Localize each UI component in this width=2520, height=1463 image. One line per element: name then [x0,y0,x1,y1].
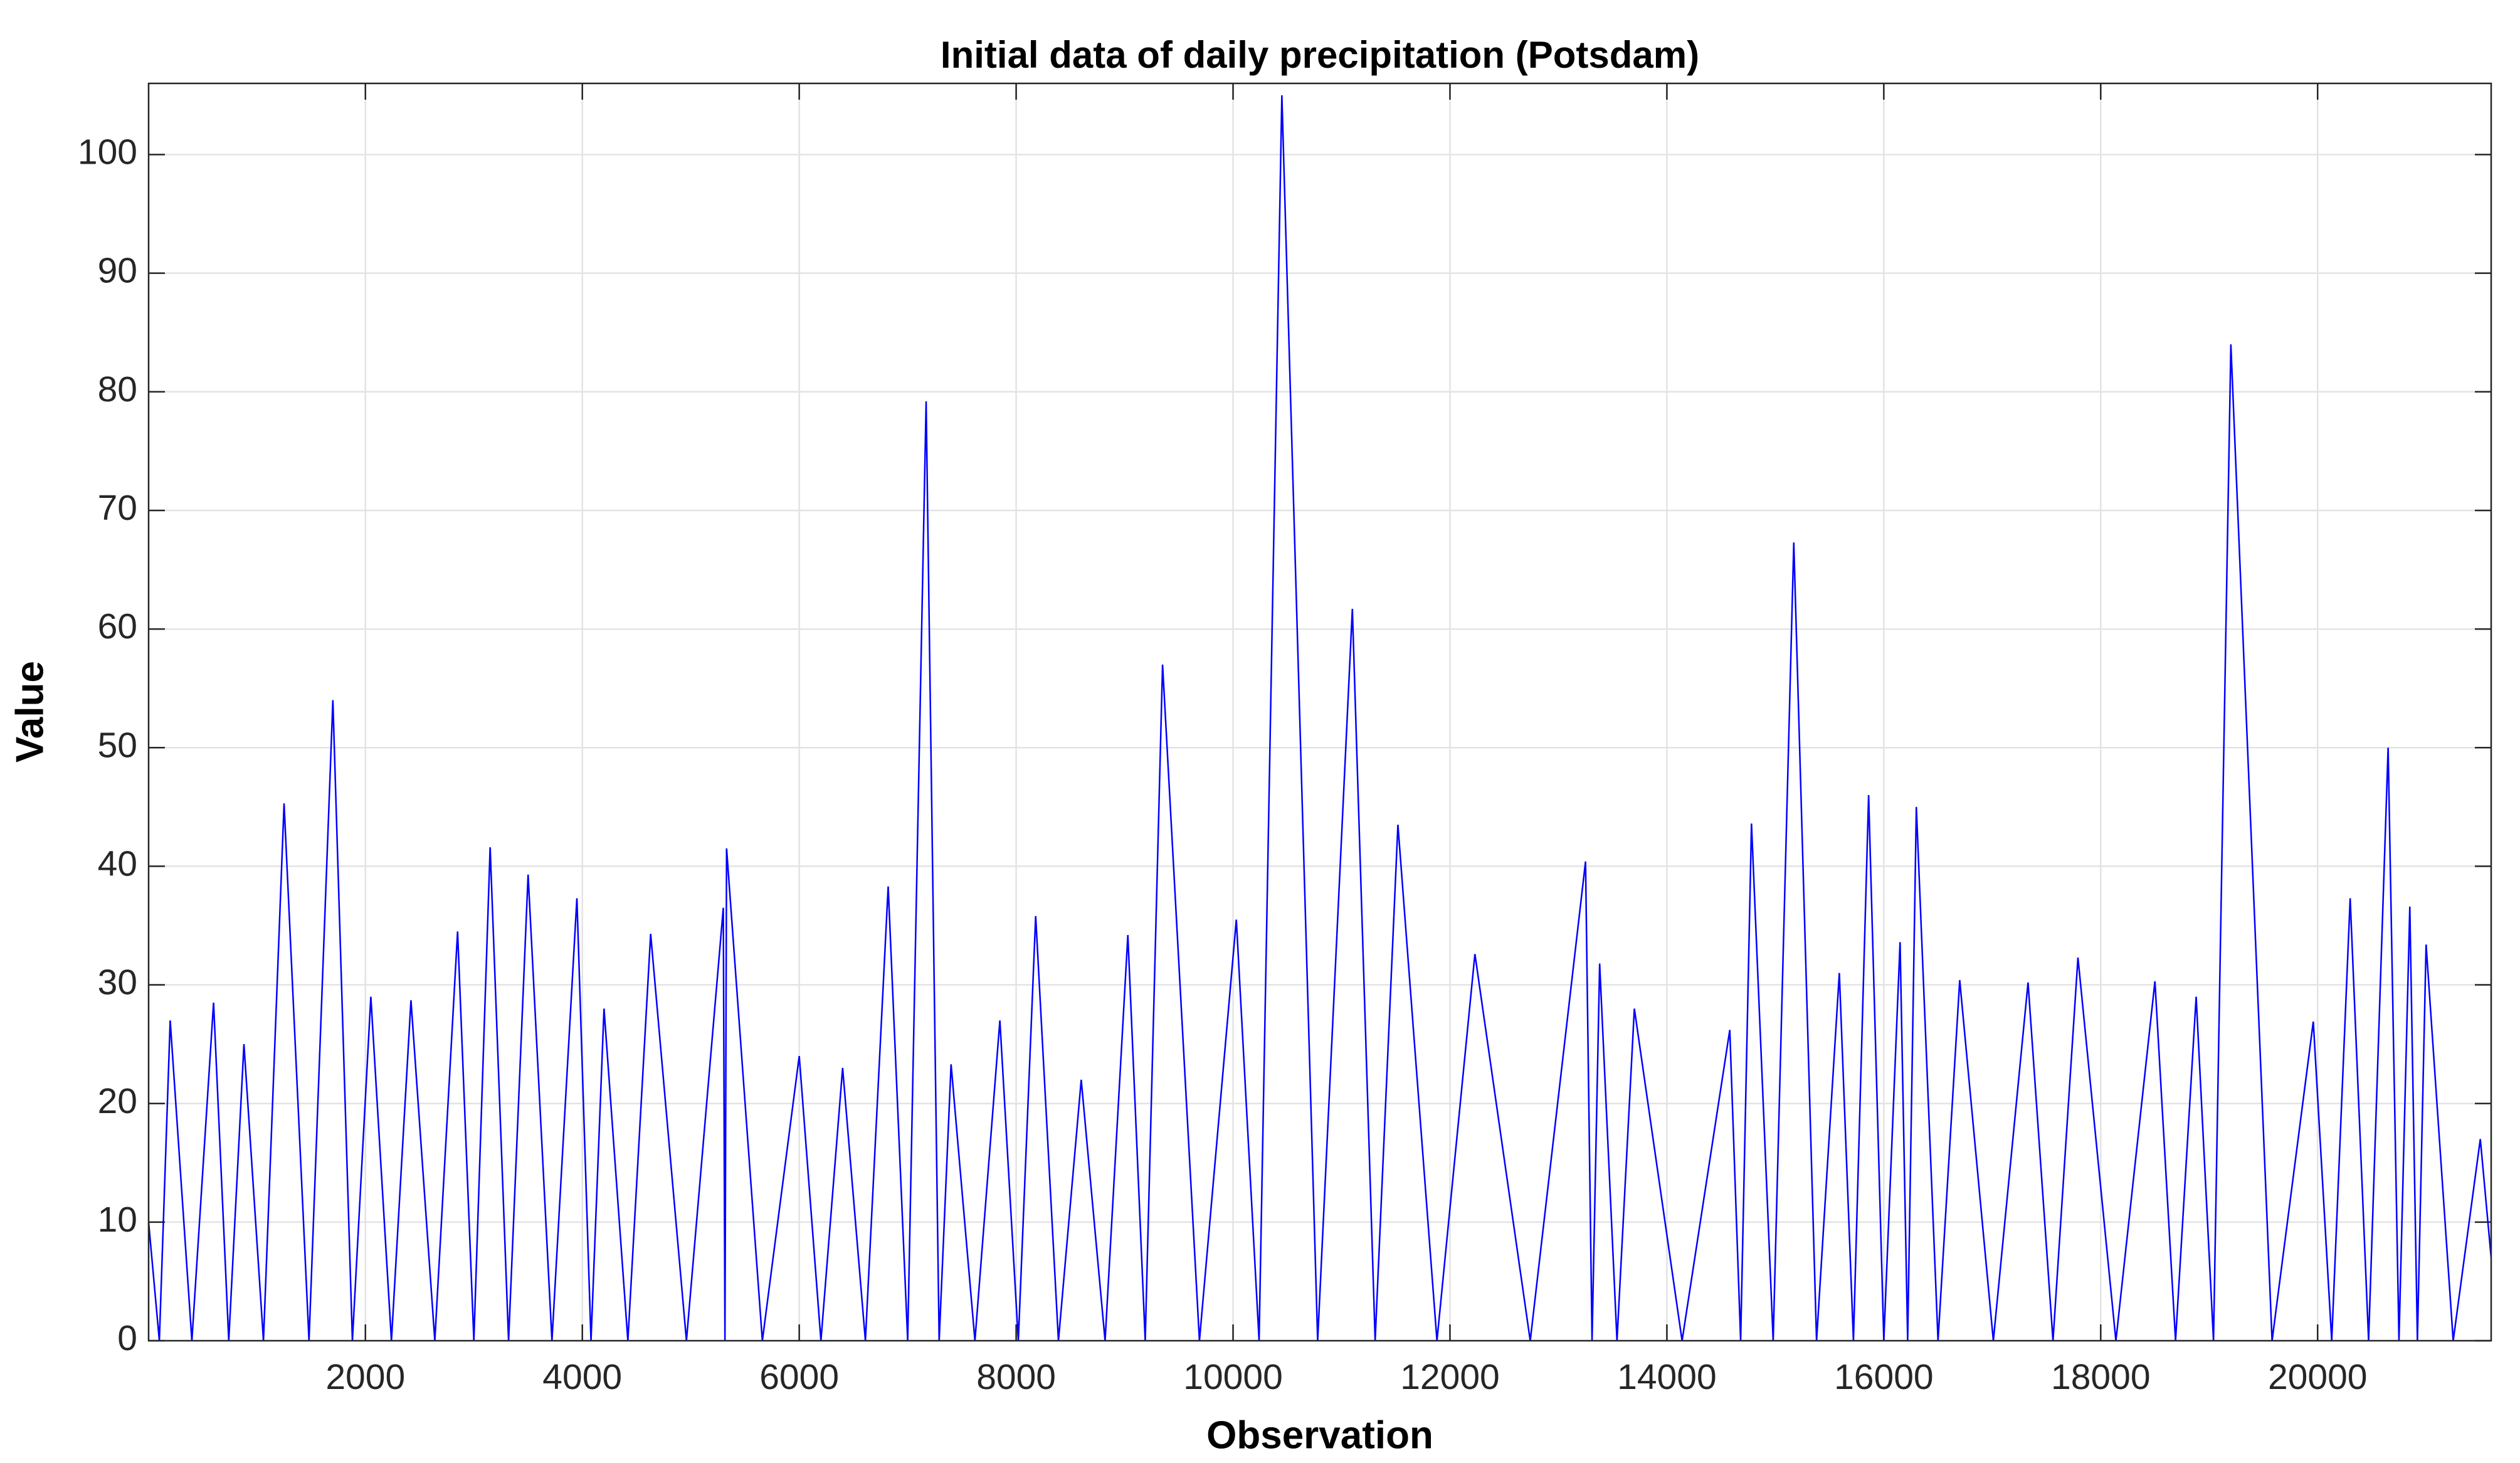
plot-frame [147,82,2492,1342]
x-axis-label: Observation [1206,1413,1433,1457]
y-tick-label: 40 [98,843,137,884]
plot-area [149,83,2491,1341]
y-tick-label: 70 [98,488,137,528]
grid [149,83,2491,1342]
x-tick-label: 6000 [759,1357,839,1397]
y-tick-label: 10 [98,1200,137,1240]
x-tick-label: 8000 [976,1357,1056,1397]
x-tick-label: 10000 [1183,1357,1283,1397]
y-tick-label: 80 [98,369,137,409]
data-line [149,95,2491,1341]
y-tick-label: 0 [117,1318,137,1358]
x-tick-label: 18000 [2051,1357,2151,1397]
x-tick-label: 12000 [1400,1357,1500,1397]
x-tick-label: 4000 [542,1357,622,1397]
x-tick-label: 16000 [1834,1357,1934,1397]
y-axis-label: Value [8,661,51,763]
x-tick-label: 20000 [2268,1357,2368,1397]
y-tick-label: 50 [98,725,137,765]
y-tick-label: 100 [78,132,137,172]
chart-title: Initial data of daily precipitation (Pot… [941,34,1699,76]
y-tick-label: 60 [98,606,137,647]
y-tick-label: 30 [98,963,137,1003]
y-tick-label: 20 [98,1081,137,1121]
y-tick-label: 90 [98,251,137,291]
x-tick-label: 14000 [1617,1357,1717,1397]
x-tick-label: 2000 [325,1357,405,1397]
